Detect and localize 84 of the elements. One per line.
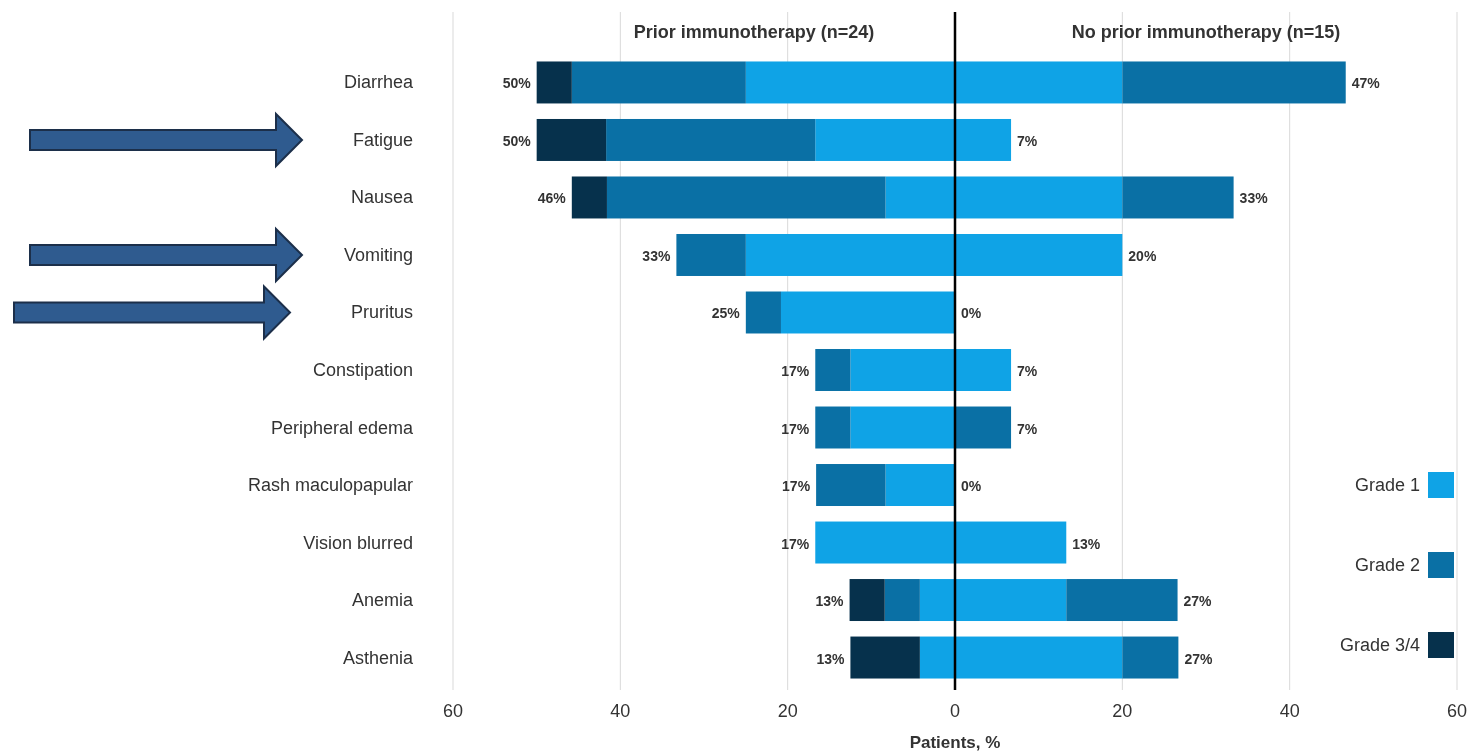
bar xyxy=(955,234,1123,276)
x-tick-label: 20 xyxy=(777,701,798,721)
bar xyxy=(606,176,886,219)
annotation: Prior immunotherapy (n=24) xyxy=(633,22,875,42)
text: 13% xyxy=(816,650,845,667)
y-tick-label: Fatigue xyxy=(352,129,413,150)
text: 17% xyxy=(781,363,810,379)
bar xyxy=(884,579,920,622)
legend-label: Grade 1 xyxy=(1354,475,1420,495)
bar xyxy=(1122,176,1234,219)
y-tick-label: Diarrhea xyxy=(343,72,414,93)
bar xyxy=(815,406,851,449)
bar xyxy=(850,406,955,449)
y-tick-label: Constipation xyxy=(312,360,413,380)
bar xyxy=(571,61,746,104)
text: 17% xyxy=(782,478,811,495)
text: 13% xyxy=(815,593,844,610)
bar xyxy=(536,118,607,161)
text: 20% xyxy=(1128,247,1157,264)
bar xyxy=(885,176,955,219)
text: 7% xyxy=(1017,132,1038,149)
y-tick-label: Pruritus xyxy=(350,302,413,323)
bar xyxy=(849,579,885,622)
text: 27% xyxy=(1184,650,1213,667)
x-tick-label: 60 xyxy=(1446,701,1468,721)
bar xyxy=(955,61,1123,104)
bar xyxy=(816,464,886,506)
bar xyxy=(885,464,955,506)
text: 50% xyxy=(502,75,531,92)
legend-label: Grade 2 xyxy=(1354,555,1420,575)
text: 0% xyxy=(961,305,982,322)
y-tick-label: Peripheral edema xyxy=(270,417,414,438)
bar xyxy=(955,176,1123,219)
text: 13% xyxy=(1072,535,1101,552)
annotation: No prior immunotherapy (n=15) xyxy=(1071,22,1341,42)
y-tick-label: Vomiting xyxy=(343,244,413,265)
text: 25% xyxy=(711,305,740,322)
bar xyxy=(955,118,1012,161)
bar xyxy=(919,579,955,622)
bar xyxy=(780,291,955,334)
x-axis-title: Patients, % xyxy=(909,733,1001,752)
text: 7% xyxy=(1017,363,1038,379)
bar xyxy=(955,406,1012,449)
bar xyxy=(676,234,746,276)
legend-label: Grade 3/4 xyxy=(1339,635,1420,655)
y-tick-label: Asthenia xyxy=(342,647,414,668)
bar xyxy=(571,176,607,219)
bar xyxy=(955,579,1067,622)
bar xyxy=(815,118,955,161)
bar xyxy=(1066,579,1178,622)
bar xyxy=(606,118,816,161)
bar xyxy=(745,234,955,276)
y-tick-label: Nausea xyxy=(350,187,414,208)
x-tick-label: 40 xyxy=(1279,701,1300,721)
bar xyxy=(919,636,955,679)
text: 0% xyxy=(961,478,982,495)
x-tick-label: 0 xyxy=(949,701,961,721)
y-tick-label: Anemia xyxy=(351,590,414,611)
bar xyxy=(955,636,1123,679)
x-tick-label: 20 xyxy=(1112,701,1133,721)
bar xyxy=(815,349,851,391)
bar xyxy=(850,349,955,391)
x-tick-label: 60 xyxy=(442,701,464,721)
text: 27% xyxy=(1183,593,1212,610)
y-tick-label: Vision blurred xyxy=(303,532,413,553)
bar xyxy=(1122,636,1179,679)
text: 7% xyxy=(1017,420,1038,437)
text: 17% xyxy=(781,535,810,552)
y-tick-label: Rash maculopapular xyxy=(247,475,414,496)
text: 47% xyxy=(1351,75,1380,92)
bar xyxy=(850,636,920,679)
bar xyxy=(745,291,781,334)
x-tick-label: 40 xyxy=(610,701,631,721)
bar xyxy=(536,61,572,104)
bar xyxy=(1122,61,1346,104)
bar xyxy=(955,349,1012,391)
text: 33% xyxy=(1239,190,1268,207)
text: 33% xyxy=(642,247,671,264)
bar xyxy=(745,61,955,104)
text: 17% xyxy=(781,420,810,437)
bar xyxy=(955,521,1067,564)
text: 50% xyxy=(502,132,531,149)
bar xyxy=(815,521,955,564)
text: 46% xyxy=(537,190,566,207)
